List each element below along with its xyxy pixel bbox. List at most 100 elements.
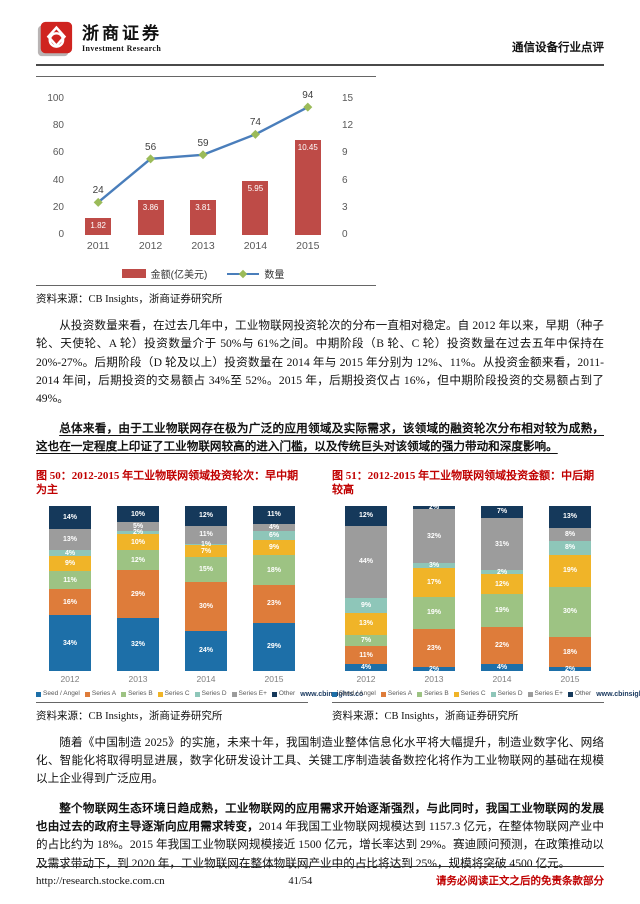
x-axis-label: 2013 xyxy=(424,673,444,684)
legend-label: Series E+ xyxy=(238,690,267,698)
legend-item-seed-angel: Seed / Angel xyxy=(36,691,80,698)
paragraph-iiot-market-size: 整个物联网生态环境日趋成熟，工业物联网的应用需求开始逐渐强烈，与此同时，我国工业… xyxy=(36,800,604,873)
segment-label: 19% xyxy=(562,567,577,575)
figure-51: 图 51：2012-2015 年工业物联网领域投资金额：中后期较高 4% 11% 7… xyxy=(332,469,640,723)
legend-label: Series E+ xyxy=(534,690,563,698)
legend-item-series-a: Series A xyxy=(380,691,412,698)
bar-column-2012: 4% 11% 7% 13% 9% 44% 12% xyxy=(345,505,387,671)
source-note: 资料来源：CB Insights，浙商证券研究所 xyxy=(36,710,223,722)
segment-label: 29% xyxy=(266,643,281,651)
legend-swatch xyxy=(36,691,41,697)
segment-label: 2% xyxy=(496,568,508,576)
header-divider xyxy=(36,64,604,66)
segment-label: 5% xyxy=(132,522,144,530)
legend-label: Seed / Angel xyxy=(43,690,80,698)
page-footer: http://research.stocke.com.cn 41/54 请务必阅… xyxy=(36,866,604,888)
paragraph-iiot-bold-lead: 整个物联网生态环境日趋成熟，工业物联网的应用需求开始逐渐强烈，与此同时，我国工业… xyxy=(36,801,604,834)
segment-series-a-2012: 16% xyxy=(49,589,91,616)
segment-seed-angel-2014: 24% xyxy=(185,631,227,671)
segment-label: 11% xyxy=(359,651,373,659)
segment-series-d-2013: 3% xyxy=(413,562,455,569)
segment-seed-angel-2012: 4% xyxy=(345,664,387,671)
x-axis-labels: 2012 2013 2014 2015 xyxy=(332,674,604,684)
segment-series-c-2012: 13% xyxy=(345,613,387,635)
figure-51-chart-wrap: 4% 11% 7% 13% 9% 44% 12% 2% 23% 19% 17% 3% 32% 2% 4% 22… xyxy=(332,504,640,703)
segment-label: 4% xyxy=(360,663,372,671)
research-site-link[interactable]: http://research.stocke.com.cn xyxy=(36,875,165,887)
brand-text: 浙商证券 Investment Research xyxy=(82,24,162,52)
segment-series-e-2013: 32% xyxy=(413,509,455,564)
legend-label: Series D xyxy=(201,690,227,698)
segment-label: 14% xyxy=(62,513,77,521)
segment-series-c-2013: 17% xyxy=(413,568,455,597)
segment-series-e-2012: 44% xyxy=(345,525,387,599)
segment-series-b-2013: 19% xyxy=(413,596,455,629)
line-value-label: 56 xyxy=(145,141,157,153)
axis-tick-left: 40 xyxy=(52,174,64,186)
x-axis-label: 2014 xyxy=(243,240,268,252)
bar-2013: 3.81 xyxy=(190,200,216,235)
axis-tick-left: 0 xyxy=(58,229,64,240)
legend-label: Series B xyxy=(128,690,153,698)
axis-tick-right: 15 xyxy=(342,93,354,104)
legend-swatch xyxy=(231,691,237,697)
segment-label: 17% xyxy=(426,578,441,586)
segment-series-d-2014: 1% xyxy=(185,541,227,548)
legend-item-other: Other xyxy=(567,690,592,698)
segment-label: 11% xyxy=(63,576,77,584)
line-marker xyxy=(198,150,208,160)
bar-value-label: 3.81 xyxy=(195,203,211,213)
segment-series-c-2015: 9% xyxy=(253,540,295,556)
legend-item-series-c: Series C xyxy=(157,690,190,698)
stacked-chart-deal-share: 34% 16% 11% 9% 4% 13% 14% 32% 29% 12% 10% 2% 5% 10% 24… xyxy=(36,505,363,698)
x-axis-label: 2014 xyxy=(196,673,216,684)
disclaimer-note: 请务必阅读正文之后的免责条款部分 xyxy=(435,876,604,887)
page-number: 41/54 xyxy=(288,876,313,887)
legend-label: Other xyxy=(574,690,592,698)
segment-label: 12% xyxy=(130,556,145,564)
x-axis-label: 2012 xyxy=(60,673,80,684)
segment-label: 32% xyxy=(426,532,441,540)
segment-series-d-2012: 9% xyxy=(345,598,387,614)
segment-label: 23% xyxy=(266,600,281,608)
segment-series-e-2014: 11% xyxy=(185,525,227,544)
chart-legend: Seed / Angel Series A Series B Series C Seri… xyxy=(36,690,363,698)
segment-label: 31% xyxy=(494,540,509,548)
x-axis-label: 2015 xyxy=(296,240,320,252)
axis-tick-right: 6 xyxy=(342,174,348,186)
segment-label: 11% xyxy=(199,531,213,539)
segment-label: 13% xyxy=(62,535,77,543)
legend-item-series-d: Series D xyxy=(194,690,227,698)
legend-label: 金额(亿美元) xyxy=(150,270,208,281)
line-marker xyxy=(303,102,313,112)
figures-row: 图 50：2012-2015 年工业物联网领域投资轮次：早中期为主 34% 16%… xyxy=(36,469,640,723)
bar-2012: 3.86 xyxy=(137,200,164,235)
segment-label: 12% xyxy=(494,580,509,588)
segment-label: 19% xyxy=(494,606,509,614)
segment-series-d-2015: 6% xyxy=(253,530,295,541)
axis-tick-right: 3 xyxy=(342,201,348,213)
legend-label: Series D xyxy=(497,690,523,698)
legend-item-series-b: Series B xyxy=(417,691,449,698)
segment-label: 2% xyxy=(428,665,440,673)
segment-label: 18% xyxy=(562,648,577,656)
bar-value-label: 5.95 xyxy=(247,184,264,194)
combo-chart: 0 20 40 60 80 100 0 3 6 9 12 15 1.82 3.86 3.81 5.95 10.4… xyxy=(36,83,370,281)
segment-other-2012: 14% xyxy=(49,505,91,529)
axis-tick-right: 9 xyxy=(342,147,348,159)
legend-item-other: Other xyxy=(271,691,295,698)
brand-logo-icon xyxy=(37,21,73,57)
legend-label: Series C xyxy=(164,690,190,698)
segment-series-a-2014: 22% xyxy=(481,626,523,664)
segment-series-b-2015: 18% xyxy=(253,555,295,585)
segment-series-b-2013: 12% xyxy=(117,550,159,571)
segment-series-d-2015: 8% xyxy=(549,541,591,555)
legend-swatch xyxy=(157,691,163,697)
x-axis-label: 2015 xyxy=(264,673,284,684)
legend-label: 数量 xyxy=(264,270,285,281)
legend-swatch-line xyxy=(227,269,260,278)
bar-2015: 10.45 xyxy=(294,140,321,235)
x-axis-label: 2012 xyxy=(138,240,163,252)
figure-50: 图 50：2012-2015 年工业物联网领域投资轮次：早中期为主 34% 16%… xyxy=(36,469,363,723)
